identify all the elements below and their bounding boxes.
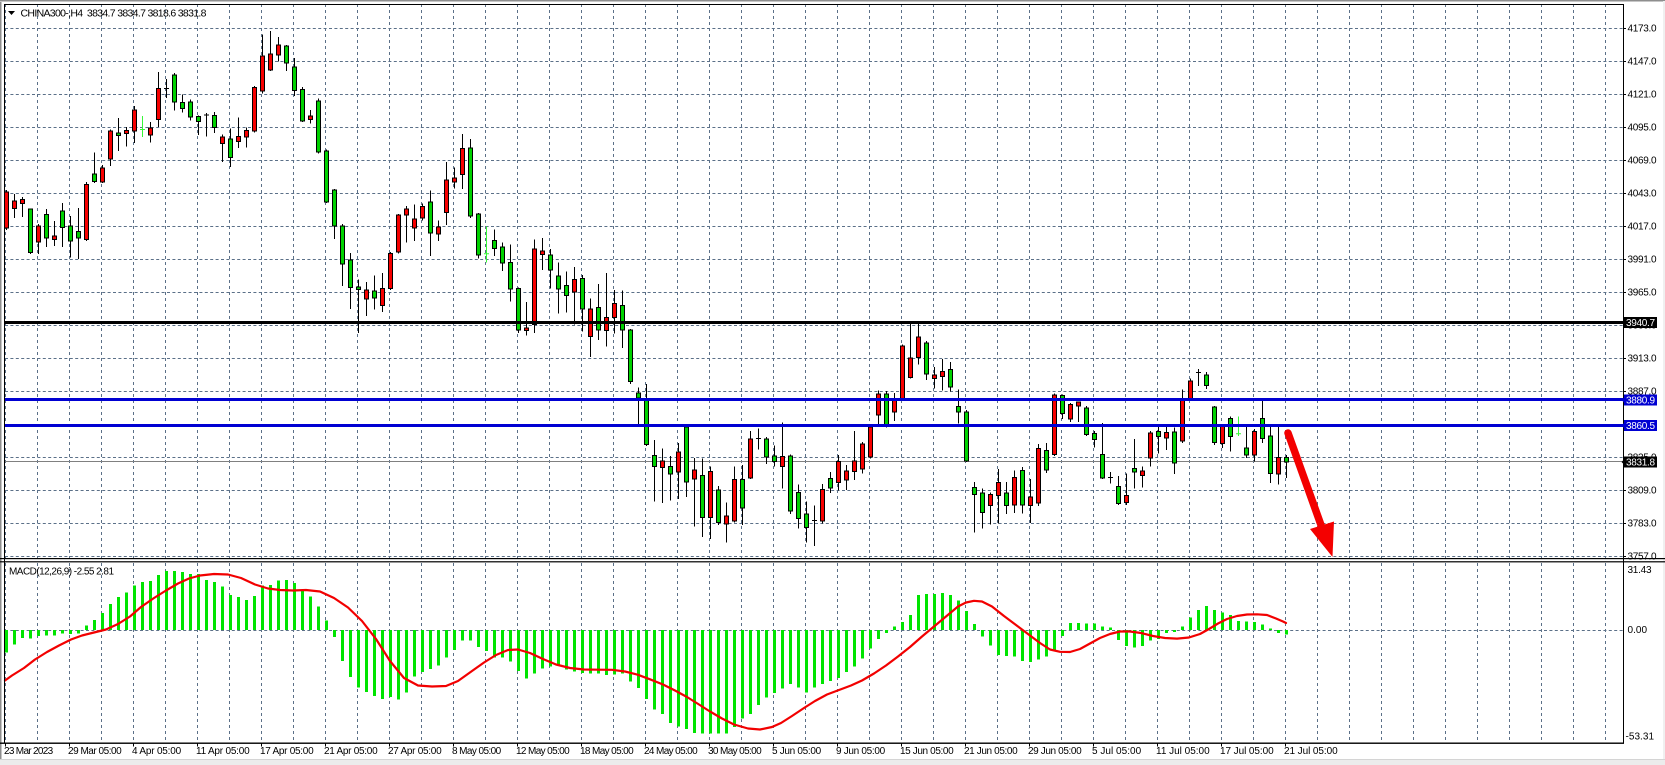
svg-text:9 Jun 05:00: 9 Jun 05:00 — [836, 746, 886, 757]
svg-text:3860.5: 3860.5 — [1626, 421, 1655, 432]
svg-text:-53.31: -53.31 — [1626, 732, 1655, 743]
svg-text:30 May 05:00: 30 May 05:00 — [708, 746, 762, 757]
svg-text:18 May 05:00: 18 May 05:00 — [580, 746, 634, 757]
svg-text:MACD(12,26,9) -2.55 2.81: MACD(12,26,9) -2.55 2.81 — [9, 567, 114, 578]
svg-text:29 Jun 05:00: 29 Jun 05:00 — [1028, 746, 1082, 757]
svg-text:27 Apr 05:00: 27 Apr 05:00 — [388, 746, 442, 757]
svg-text:4121.0: 4121.0 — [1628, 90, 1657, 101]
svg-text:11 Jul 05:00: 11 Jul 05:00 — [1156, 746, 1210, 757]
svg-text:3809.0: 3809.0 — [1628, 486, 1657, 497]
svg-text:4 Apr 05:00: 4 Apr 05:00 — [132, 746, 182, 757]
svg-text:3880.9: 3880.9 — [1626, 395, 1655, 406]
svg-text:24 May 05:00: 24 May 05:00 — [644, 746, 698, 757]
svg-text:4043.0: 4043.0 — [1628, 189, 1657, 200]
svg-text:3783.0: 3783.0 — [1628, 519, 1657, 530]
svg-text:5 Jul 05:00: 5 Jul 05:00 — [1092, 746, 1142, 757]
svg-text:11 Apr 05:00: 11 Apr 05:00 — [196, 746, 250, 757]
svg-text:21 Apr 05:00: 21 Apr 05:00 — [324, 746, 378, 757]
svg-text:3831.8: 3831.8 — [1626, 457, 1655, 468]
svg-text:0.00: 0.00 — [1628, 625, 1648, 636]
svg-text:31.43: 31.43 — [1628, 565, 1652, 576]
svg-text:3913.0: 3913.0 — [1628, 354, 1657, 365]
svg-text:4069.0: 4069.0 — [1628, 156, 1657, 167]
svg-text:15 Jun 05:00: 15 Jun 05:00 — [900, 746, 954, 757]
svg-text:12 May 05:00: 12 May 05:00 — [516, 746, 570, 757]
svg-text:29 Mar 05:00: 29 Mar 05:00 — [68, 746, 122, 757]
svg-text:21 Jun 05:00: 21 Jun 05:00 — [964, 746, 1018, 757]
svg-text:21 Jul 05:00: 21 Jul 05:00 — [1284, 746, 1338, 757]
svg-text:17 Jul 05:00: 17 Jul 05:00 — [1220, 746, 1274, 757]
svg-text:8 May 05:00: 8 May 05:00 — [452, 746, 502, 757]
svg-text:3991.0: 3991.0 — [1628, 255, 1657, 266]
svg-text:3940.7: 3940.7 — [1626, 318, 1655, 329]
svg-text:4095.0: 4095.0 — [1628, 123, 1657, 134]
svg-text:4147.0: 4147.0 — [1628, 57, 1657, 68]
svg-text:4017.0: 4017.0 — [1628, 222, 1657, 233]
svg-text:3887.0: 3887.0 — [1628, 387, 1657, 398]
svg-text:3757.0: 3757.0 — [1628, 552, 1657, 563]
svg-text:3965.0: 3965.0 — [1628, 288, 1657, 299]
svg-text:23 Mar 2023: 23 Mar 2023 — [4, 746, 54, 757]
svg-text:5 Jun 05:00: 5 Jun 05:00 — [772, 746, 822, 757]
svg-text:17 Apr 05:00: 17 Apr 05:00 — [260, 746, 314, 757]
svg-text:CHINA300-,H4 3834.7 3834.7 38: CHINA300-,H4 3834.7 3834.7 3818.6 3831.8 — [21, 8, 207, 20]
svg-text:4173.0: 4173.0 — [1628, 24, 1657, 35]
